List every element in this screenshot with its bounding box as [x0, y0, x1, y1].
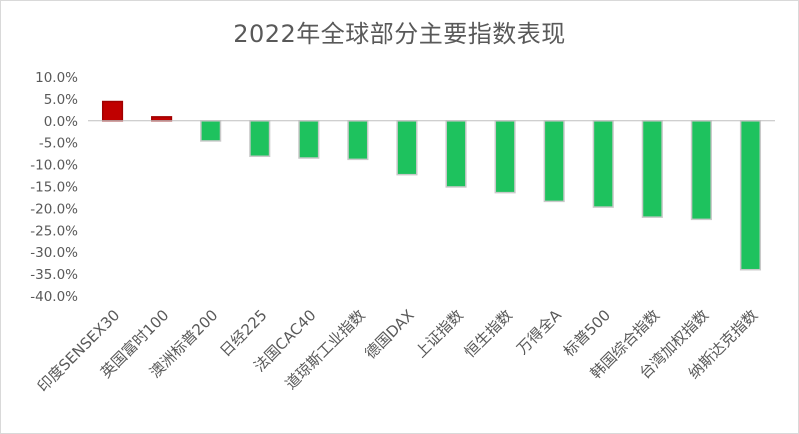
bar — [347, 120, 369, 161]
bar — [249, 120, 271, 158]
bar — [298, 120, 320, 159]
chart-title: 2022年全球部分主要指数表现 — [233, 20, 566, 48]
x-tick-label: 德国DAX — [361, 306, 417, 362]
y-tick-label: -5.0% — [39, 136, 78, 152]
y-tick-label: 0.0% — [44, 114, 78, 130]
bar — [445, 120, 467, 188]
bar — [151, 116, 173, 122]
y-tick-label: 5.0% — [44, 92, 78, 108]
bar — [592, 120, 614, 208]
y-tick-label: -35.0% — [30, 267, 78, 283]
bar — [396, 120, 418, 176]
y-tick-label: -15.0% — [30, 180, 78, 196]
x-tick-label: 上证指数 — [412, 306, 467, 361]
y-tick-label: -10.0% — [30, 158, 78, 174]
x-tick-label: 万得全A — [513, 306, 565, 358]
bar — [101, 100, 124, 122]
bar — [690, 120, 712, 221]
y-tick-label: -40.0% — [30, 289, 78, 305]
y-tick-label: -30.0% — [30, 245, 78, 261]
x-tick-label: 印度SENSEX30 — [34, 306, 124, 396]
bar — [494, 120, 516, 194]
y-tick-label: 10.0% — [35, 70, 78, 86]
bar — [739, 120, 762, 271]
bar — [543, 120, 565, 203]
bar — [200, 120, 222, 142]
x-tick-label: 恒生指数 — [461, 306, 516, 361]
bar — [641, 120, 663, 218]
y-tick-label: -20.0% — [30, 201, 78, 217]
y-tick-label: -25.0% — [30, 223, 78, 239]
